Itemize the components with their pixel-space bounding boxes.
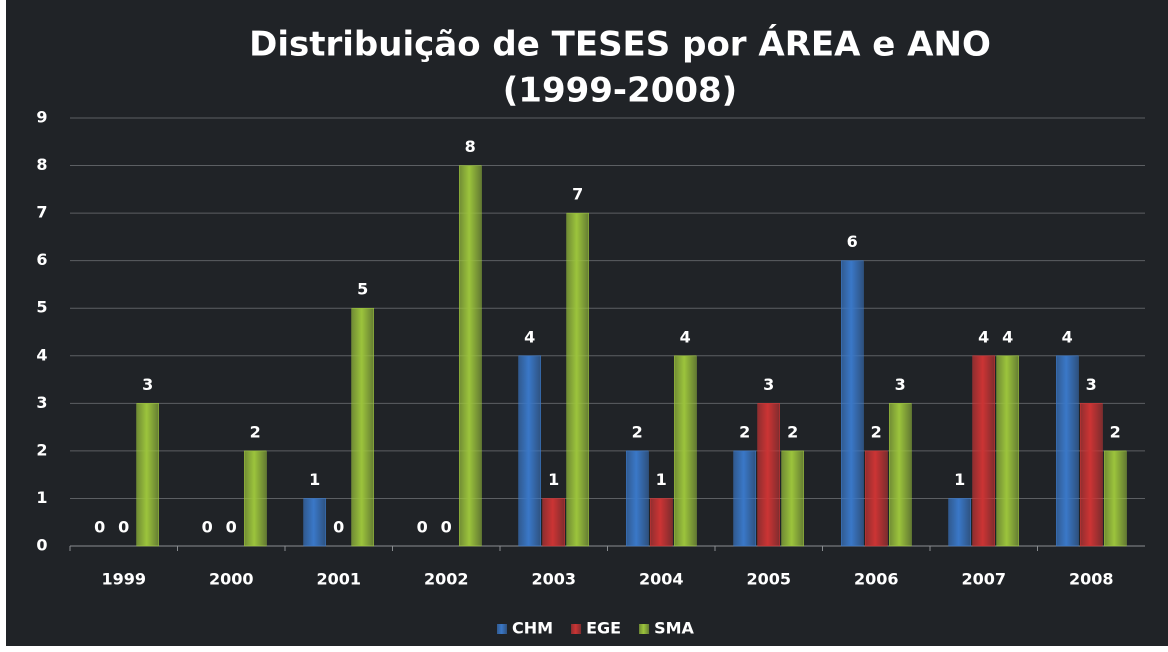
bar: [351, 307, 374, 547]
value-label: 1: [656, 470, 667, 489]
value-label: 2: [787, 422, 798, 441]
value-label: 1: [309, 470, 320, 489]
bar: [781, 450, 804, 547]
value-label: 4: [1002, 327, 1013, 346]
bar: [889, 403, 912, 547]
bar: [459, 165, 482, 547]
bar: [244, 450, 267, 547]
bar: [948, 498, 971, 547]
x-tick-label: 2004: [639, 570, 684, 589]
value-label: 0: [441, 518, 452, 537]
bar: [518, 355, 541, 547]
value-label: 4: [524, 327, 535, 346]
chart-subtitle: (1999-2008): [503, 71, 737, 111]
y-tick-label: 3: [36, 393, 47, 412]
value-label: 4: [680, 327, 691, 346]
value-label: 0: [118, 518, 129, 537]
y-tick-label: 1: [36, 488, 47, 507]
x-tick-label: 2006: [854, 570, 899, 589]
legend-swatch: [639, 624, 650, 634]
bar: [972, 355, 995, 547]
bar: [650, 498, 673, 547]
value-label: 0: [333, 518, 344, 537]
bar: [1080, 403, 1103, 547]
legend-swatch: [571, 624, 582, 634]
value-label: 4: [978, 327, 989, 346]
y-tick-label: 2: [36, 440, 47, 459]
legend-label: CHM: [512, 619, 553, 638]
y-tick-label: 5: [36, 298, 47, 317]
bar: [841, 260, 864, 547]
value-label: 1: [954, 470, 965, 489]
value-label: 2: [250, 422, 261, 441]
legend-label: EGE: [586, 619, 621, 638]
y-tick-label: 4: [36, 345, 47, 364]
bar: [136, 403, 159, 547]
value-label: 4: [1062, 327, 1073, 346]
x-tick-label: 2000: [209, 570, 254, 589]
y-tick-label: 6: [36, 250, 47, 269]
bar: [1104, 450, 1127, 547]
legend-swatch: [497, 624, 507, 634]
bar: [626, 450, 649, 547]
value-label: 5: [357, 280, 368, 299]
value-label: 0: [226, 518, 237, 537]
value-label: 2: [739, 422, 750, 441]
bar: [1056, 355, 1079, 547]
x-tick-label: 1999: [101, 570, 146, 589]
x-tick-label: 2001: [316, 570, 361, 589]
legend-label: SMA: [654, 619, 694, 638]
x-tick-label: 2005: [746, 570, 791, 589]
x-tick-label: 2008: [1069, 570, 1114, 589]
bar: [757, 403, 780, 547]
value-label: 8: [465, 137, 476, 156]
y-tick-label: 8: [36, 155, 47, 174]
y-tick-label: 9: [36, 108, 47, 127]
value-label: 1: [548, 470, 559, 489]
value-label: 6: [847, 232, 858, 251]
value-label: 0: [417, 518, 428, 537]
value-label: 2: [632, 422, 643, 441]
chart-title: Distribuição de TESES por ÁREA e ANO: [249, 24, 991, 65]
value-label: 0: [202, 518, 213, 537]
x-tick-label: 2007: [961, 570, 1006, 589]
x-tick-label: 2003: [531, 570, 576, 589]
bar: [674, 355, 697, 547]
x-tick-label: 2002: [424, 570, 469, 589]
y-tick-label: 7: [36, 203, 47, 222]
value-label: 2: [871, 422, 882, 441]
bar: [303, 498, 326, 547]
y-tick-label: 0: [36, 536, 47, 555]
value-label: 2: [1110, 422, 1121, 441]
bar: [542, 498, 565, 547]
value-label: 3: [763, 375, 774, 394]
bar: [996, 355, 1019, 547]
value-label: 3: [142, 375, 153, 394]
value-label: 7: [572, 185, 583, 204]
value-label: 0: [94, 518, 105, 537]
bar: [566, 212, 589, 547]
bar: [865, 450, 888, 547]
bar: [733, 450, 756, 547]
value-label: 3: [1086, 375, 1097, 394]
value-label: 3: [895, 375, 906, 394]
